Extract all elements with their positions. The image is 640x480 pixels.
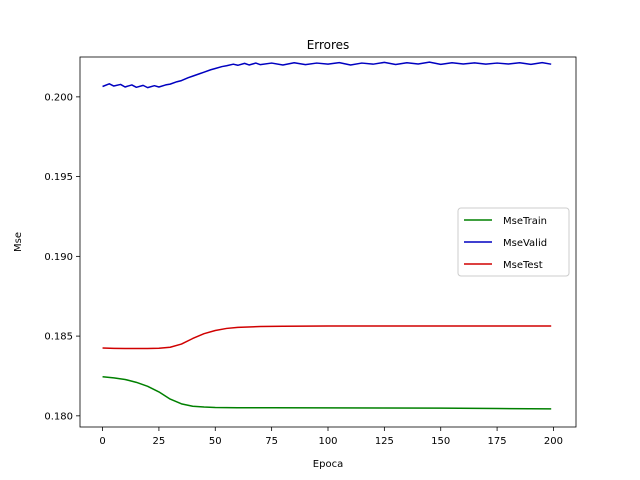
y-tick-label: 0.195	[44, 172, 73, 183]
legend: MseTrain MseValid MseTest	[457, 207, 570, 277]
y-axis: 0.180 0.185 0.190 0.195 0.200	[44, 92, 80, 422]
x-tick-label: 25	[153, 436, 166, 447]
x-tick-label: 75	[265, 436, 278, 447]
x-axis: 0 25 50 75 100 125 150 175 200	[99, 427, 563, 447]
series-line-msevalid	[102, 61, 552, 89]
x-axis-label: Epoca	[313, 459, 343, 470]
x-tick-label: 150	[431, 436, 450, 447]
x-tick-label: 50	[209, 436, 222, 447]
legend-label-msevalid: MseValid	[503, 238, 547, 249]
x-tick-label: 175	[488, 436, 507, 447]
y-tick-label: 0.185	[44, 332, 73, 343]
x-tick-label: 100	[318, 436, 337, 447]
series-layer	[102, 61, 552, 410]
y-tick-label: 0.200	[44, 92, 73, 103]
chart-title: Errores	[307, 38, 350, 52]
legend-box	[457, 207, 570, 277]
y-axis-label: Mse	[13, 232, 24, 252]
series-line-msetest	[102, 325, 552, 350]
series-line-msetrain	[102, 376, 552, 410]
y-tick-label: 0.180	[44, 411, 73, 422]
legend-label-msetrain: MseTrain	[503, 216, 547, 227]
x-tick-label: 0	[99, 436, 105, 447]
y-tick-label: 0.190	[44, 252, 73, 263]
legend-label-msetest: MseTest	[503, 260, 543, 271]
x-tick-label: 125	[375, 436, 394, 447]
x-tick-label: 200	[544, 436, 563, 447]
